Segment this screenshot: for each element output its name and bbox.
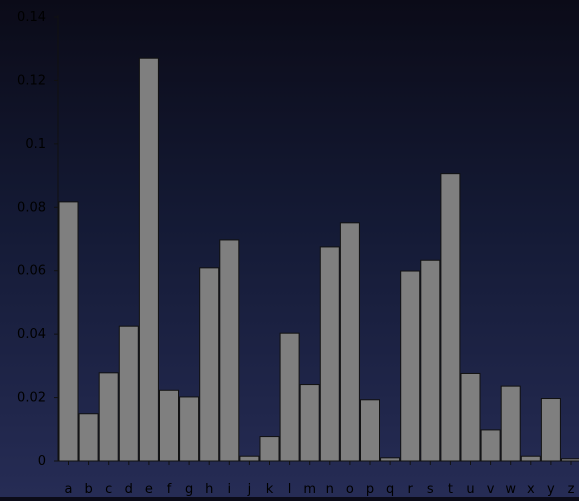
x-tick-label: p xyxy=(366,482,374,497)
x-tick-label: j xyxy=(247,482,252,497)
x-tick-label: z xyxy=(568,482,575,497)
bars-layer xyxy=(59,58,579,461)
y-tick-label: 0.1 xyxy=(25,137,46,152)
x-tick-label: r xyxy=(408,482,414,497)
x-tick-label: e xyxy=(145,482,153,497)
bar-e xyxy=(139,58,158,461)
bar-i xyxy=(220,240,239,461)
x-tick-label: c xyxy=(105,482,112,497)
bar-g xyxy=(180,397,199,461)
x-tick-label: y xyxy=(547,482,555,497)
bar-x xyxy=(521,456,540,461)
y-tick-label: 0.06 xyxy=(17,264,46,279)
x-tick-label: w xyxy=(505,482,516,497)
x-tick-label: b xyxy=(84,482,92,497)
y-tick-label: 0.04 xyxy=(17,327,46,342)
bar-t xyxy=(441,174,460,461)
x-tick-label: d xyxy=(125,482,133,497)
x-tick-label: i xyxy=(227,482,231,497)
y-tick-label: 0.02 xyxy=(17,391,46,406)
bar-h xyxy=(200,268,219,461)
bar-f xyxy=(160,390,179,461)
x-tick-label: q xyxy=(386,482,394,497)
x-tick-label: t xyxy=(448,482,453,497)
y-tick-label: 0.14 xyxy=(17,10,46,25)
x-tick-label: n xyxy=(326,482,334,497)
x-tick-label: l xyxy=(288,482,292,497)
bar-j xyxy=(240,456,259,461)
bar-d xyxy=(119,326,138,461)
bar-w xyxy=(501,386,520,461)
x-tick-label: g xyxy=(185,482,193,497)
bar-r xyxy=(401,271,420,461)
x-tick-label: u xyxy=(466,482,474,497)
y-tick-label: 0.12 xyxy=(17,73,46,88)
bar-u xyxy=(461,373,480,461)
x-tick-label: v xyxy=(487,482,495,497)
y-tick-label: 0 xyxy=(38,454,46,469)
y-tick-label: 0.08 xyxy=(17,200,46,215)
bar-k xyxy=(260,437,279,461)
x-tick-label: a xyxy=(65,482,73,497)
x-tick-label: h xyxy=(205,482,213,497)
x-tick-label: s xyxy=(427,482,434,497)
x-tick-label: f xyxy=(167,482,172,497)
bar-l xyxy=(280,333,299,461)
x-tick-label: x xyxy=(527,482,535,497)
bar-c xyxy=(99,373,118,461)
bar-p xyxy=(361,400,380,461)
bar-m xyxy=(300,385,319,461)
bar-a xyxy=(59,202,78,461)
bar-s xyxy=(421,260,440,461)
x-tick-label: o xyxy=(346,482,354,497)
bar-y xyxy=(541,399,560,461)
bar-n xyxy=(320,247,339,461)
x-tick-label: m xyxy=(303,482,316,497)
bar-o xyxy=(340,223,359,461)
bar-v xyxy=(481,430,500,461)
bar-b xyxy=(79,414,98,461)
x-tick-label: k xyxy=(266,482,274,497)
